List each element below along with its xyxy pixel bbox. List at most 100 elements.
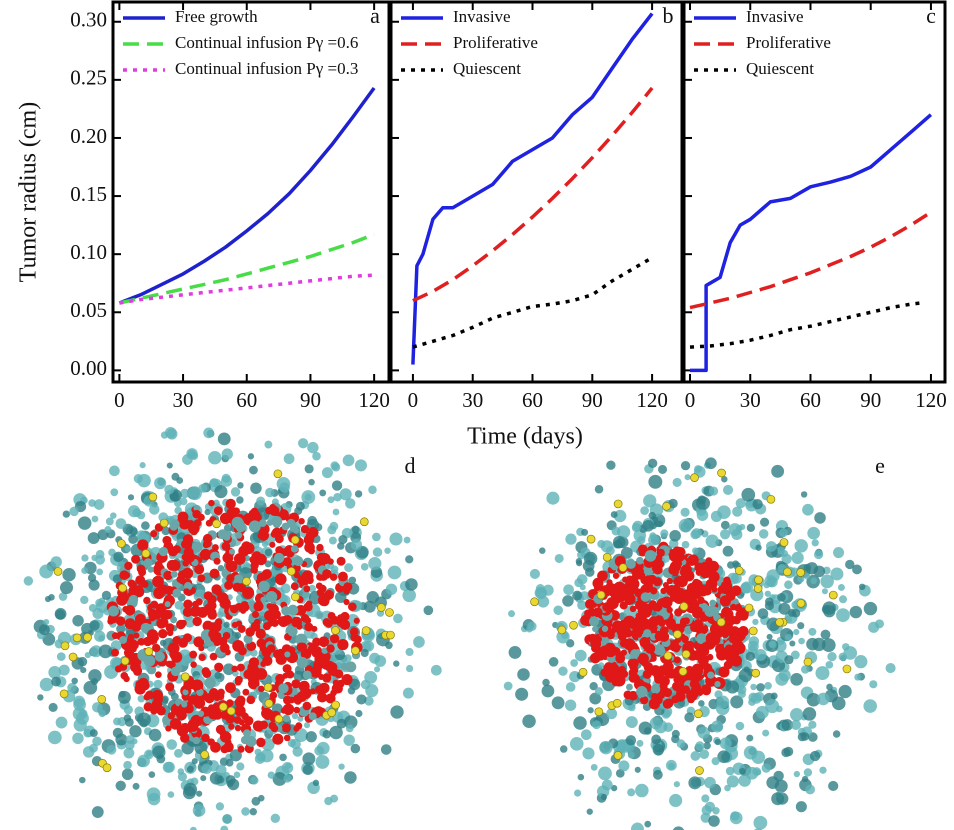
- cell: [616, 626, 629, 638]
- cell: [250, 649, 258, 657]
- cell: [208, 450, 222, 465]
- cell: [181, 701, 188, 708]
- cell: [705, 457, 717, 470]
- cell: [750, 683, 757, 691]
- cell: [243, 729, 251, 738]
- cell: [72, 633, 82, 643]
- cell: [104, 665, 119, 679]
- cell: [108, 548, 116, 557]
- cell: [177, 768, 185, 775]
- cell: [162, 761, 174, 773]
- cell: [113, 717, 121, 726]
- cell: [688, 776, 702, 790]
- cell: [217, 592, 229, 604]
- cell: [212, 702, 222, 711]
- cell: [709, 599, 717, 607]
- cell: [405, 555, 414, 564]
- cell: [665, 759, 677, 771]
- cell: [123, 747, 135, 759]
- cell: [68, 652, 78, 662]
- cell: [60, 581, 74, 595]
- cell: [308, 478, 315, 486]
- cell: [779, 538, 789, 547]
- cell: [142, 625, 150, 632]
- cell: [48, 702, 58, 713]
- cell: [123, 675, 130, 683]
- cell: [803, 563, 812, 572]
- cell: [643, 494, 657, 508]
- cell: [183, 782, 198, 797]
- cell: [204, 509, 211, 516]
- cell: [154, 568, 162, 575]
- cell: [166, 629, 174, 637]
- cell: [308, 584, 317, 593]
- cell: [626, 683, 633, 691]
- cell: [334, 669, 344, 679]
- cell: [704, 801, 715, 812]
- cell: [264, 440, 273, 449]
- cell: [316, 612, 323, 619]
- cell: [745, 651, 756, 662]
- cell: [344, 771, 357, 784]
- panel-label: a: [370, 3, 380, 28]
- cell: [264, 560, 272, 568]
- cell: [84, 651, 91, 659]
- cell: [264, 548, 273, 557]
- legend-label: Quiescent: [746, 59, 814, 78]
- cell: [596, 590, 606, 600]
- cell: [704, 776, 716, 789]
- cell: [241, 541, 252, 552]
- cell: [797, 732, 807, 742]
- cell: [669, 793, 683, 808]
- cell: [729, 603, 737, 611]
- cell: [739, 523, 746, 531]
- cell: [167, 712, 175, 720]
- cell: [733, 641, 745, 652]
- cell: [761, 763, 771, 773]
- cell: [682, 617, 690, 625]
- cell: [110, 640, 122, 652]
- cell: [684, 474, 691, 481]
- cell: [315, 685, 324, 694]
- cell: [55, 716, 68, 729]
- cell: [270, 618, 279, 627]
- cell: [293, 527, 300, 534]
- cell: [777, 592, 786, 602]
- cell: [123, 760, 132, 770]
- cell: [226, 507, 238, 519]
- cell: [390, 705, 404, 719]
- cell: [694, 465, 703, 474]
- cell: [121, 768, 134, 781]
- cell: [885, 663, 896, 674]
- cell: [291, 712, 299, 720]
- x-tick-label: 90: [300, 388, 321, 412]
- cell: [636, 686, 648, 698]
- cell: [789, 640, 796, 647]
- cell: [118, 690, 126, 698]
- cell: [154, 560, 163, 569]
- cell: [170, 570, 178, 578]
- cell: [708, 631, 717, 640]
- legend-label: Invasive: [453, 7, 511, 26]
- cell: [808, 720, 817, 729]
- cell: [37, 694, 44, 701]
- cell: [594, 485, 604, 494]
- cell: [548, 657, 559, 667]
- cell: [752, 499, 763, 510]
- cell: [257, 794, 265, 802]
- cell: [91, 806, 104, 818]
- cell: [405, 647, 414, 657]
- cell: [722, 484, 734, 495]
- cell: [194, 564, 205, 575]
- cell: [796, 568, 806, 577]
- cell: [634, 571, 642, 580]
- cell: [617, 525, 631, 539]
- cell: [343, 654, 352, 663]
- cell: [315, 582, 323, 590]
- cell: [226, 706, 236, 716]
- cell: [364, 696, 374, 706]
- cell: [503, 681, 513, 691]
- cell: [262, 708, 274, 720]
- cell: [330, 565, 339, 574]
- cell: [95, 554, 106, 565]
